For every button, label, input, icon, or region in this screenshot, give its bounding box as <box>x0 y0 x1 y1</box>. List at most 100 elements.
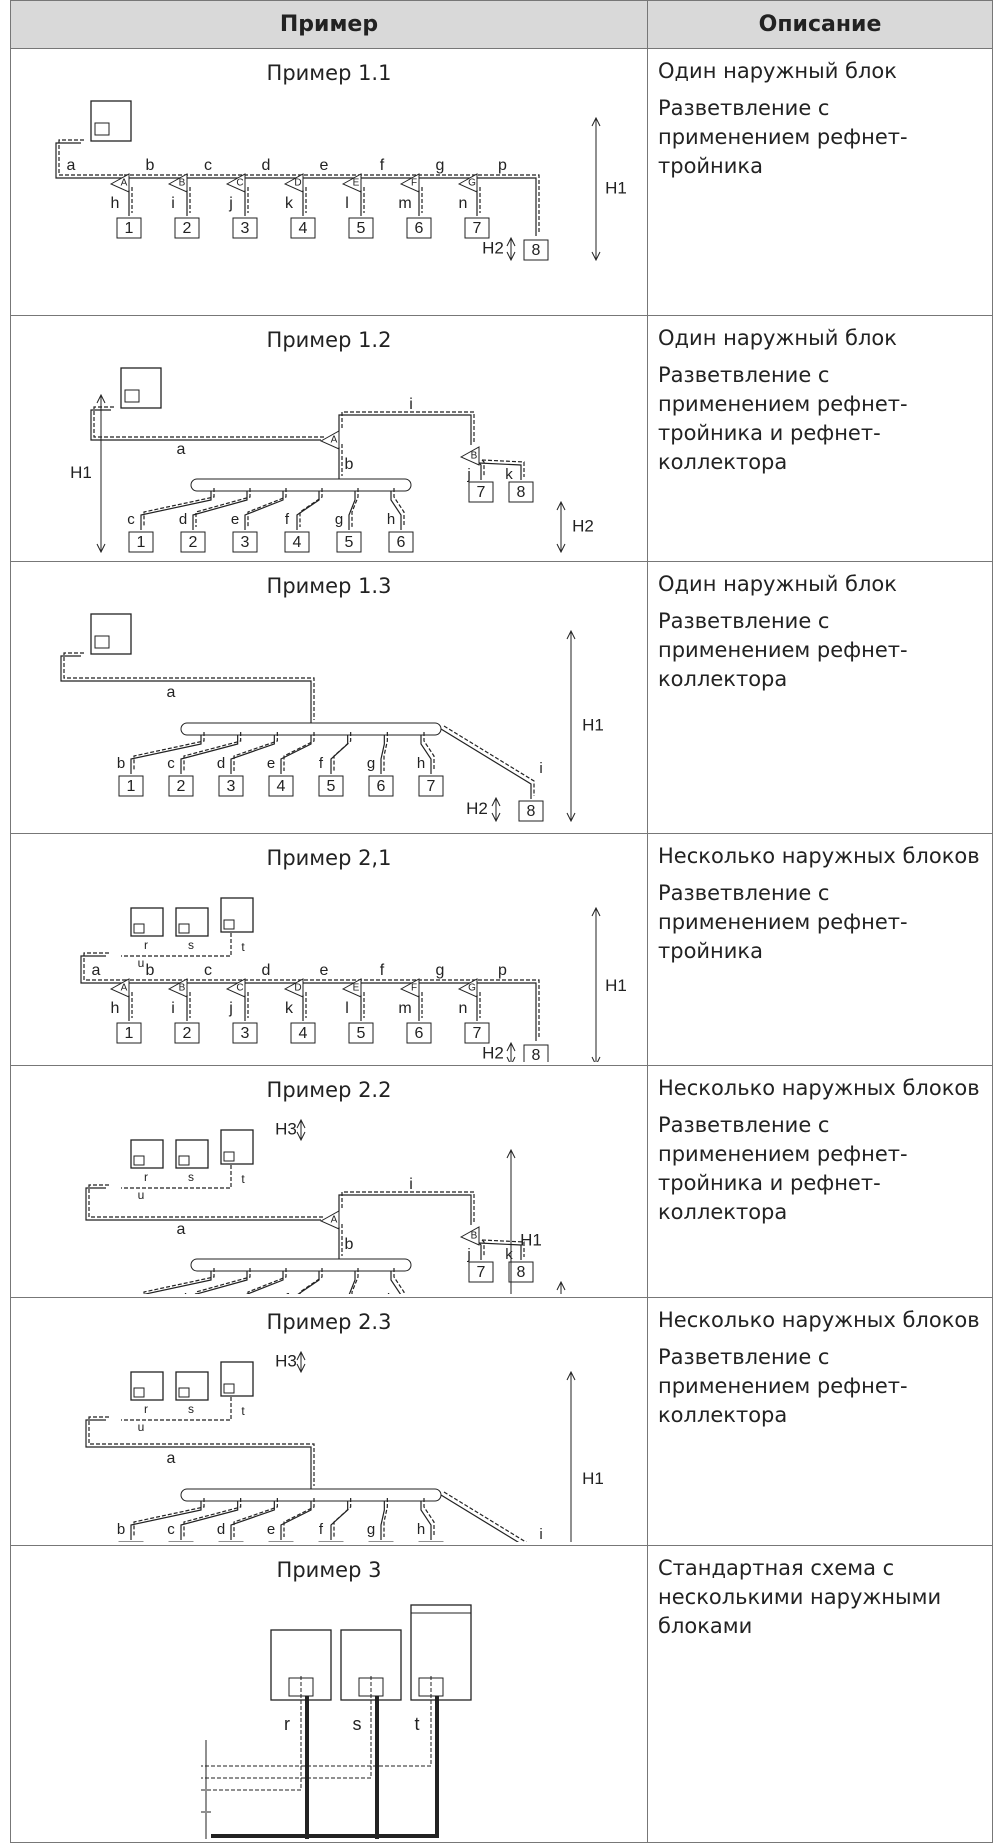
diagram-label: 6 <box>377 778 386 795</box>
diagram-label: i <box>409 1176 413 1193</box>
liquid-pipe <box>245 1271 284 1294</box>
example-title: Пример 1.3 <box>266 574 392 598</box>
header-cell: Пример <box>10 0 648 49</box>
example-diagram: c1 d2 e3 f4 g5 h6 a Ab i Bj7 k8 H1 H2 <box>70 367 594 554</box>
liquid-pipe <box>478 1242 482 1260</box>
dimension-arrow <box>556 500 566 554</box>
dimension-arrow <box>591 906 601 1062</box>
indoor-unit <box>118 775 144 797</box>
description-text: Разветвление с применением рефнет-тройни… <box>658 1113 908 1224</box>
liquid-pipe <box>90 409 321 441</box>
diagram-label: d <box>262 157 271 174</box>
diagram-label: a <box>177 1221 186 1238</box>
table-row: Пример 3rstuСтандартная схема с нескольк… <box>10 1545 993 1843</box>
diagram-label: f <box>380 962 385 979</box>
diagram-label: 1 <box>127 778 136 795</box>
gas-pipe <box>124 979 540 1038</box>
liquid-pipe <box>85 1187 321 1221</box>
example-title: Пример 2.2 <box>266 1078 392 1102</box>
gas-pipe <box>83 952 124 981</box>
diagram-label: A <box>331 1215 338 1226</box>
dimension-arrow <box>556 1280 566 1291</box>
example-title: Пример 3 <box>276 1558 382 1582</box>
diagram-label: k <box>285 1000 294 1017</box>
diagram-label: 3 <box>241 220 250 237</box>
indoor-unit <box>116 1022 142 1044</box>
liquid-pipe <box>244 491 284 530</box>
diagram-label: D <box>294 178 301 189</box>
diagram-label: i <box>539 1526 542 1542</box>
liquid-pipe <box>380 735 385 774</box>
liquid-pipe <box>338 414 472 445</box>
diagram-label: j <box>466 1246 470 1263</box>
diagram-label: 2 <box>189 534 198 551</box>
diagram-label: k <box>505 1246 513 1263</box>
diagram-label: c <box>167 1521 175 1538</box>
gas-pipe <box>283 732 315 771</box>
outlet <box>133 923 145 934</box>
diagram-label: m <box>398 195 411 212</box>
diagram-label: g <box>367 755 375 772</box>
diagram-label: H2 <box>466 799 488 818</box>
diagram-label: f <box>319 1521 324 1538</box>
diagram-label: c <box>167 755 175 772</box>
diagram-label: h <box>111 1000 120 1017</box>
liquid-pipe <box>420 1501 432 1540</box>
outlet <box>358 1677 384 1697</box>
diagram-label: 6 <box>397 534 406 551</box>
gas-pipe <box>383 1498 388 1537</box>
liquid-pipe <box>478 1242 522 1260</box>
indoor-unit <box>116 217 142 239</box>
diagram-label: i <box>539 760 542 777</box>
gas-pipe <box>481 1239 525 1257</box>
diagram-label: a <box>92 962 101 979</box>
refnet-joint <box>225 173 246 193</box>
gas-pipe <box>423 732 435 771</box>
gas-pipe <box>481 459 525 477</box>
diagram-label: 1 <box>125 1025 134 1042</box>
indoor-unit <box>348 217 374 239</box>
example-cell: Пример 2.3rstuH3b1c2d3e4f5g6h7ai8H1H2 <box>10 1297 648 1546</box>
dimension-arrow <box>566 629 576 823</box>
diagram-label: H1 <box>70 463 92 482</box>
diagram-label: b <box>345 1236 354 1253</box>
diagram-label: a <box>177 441 186 458</box>
indoor-unit <box>508 1261 534 1283</box>
diagram-label: G <box>468 178 476 189</box>
diagram-label: g <box>367 1521 375 1538</box>
description-cell: Несколько наружных блоков Разветвление с … <box>647 833 993 1066</box>
gas-pipe <box>88 1184 324 1218</box>
gas-pipe <box>341 1191 475 1222</box>
diagram-label: H3 <box>275 1119 297 1138</box>
diagram-label: c <box>127 1291 135 1294</box>
liquid-pipe <box>305 1696 309 1839</box>
refnet-joint <box>457 173 478 193</box>
diagram-label: e <box>267 1521 275 1538</box>
outlet <box>178 1155 190 1166</box>
liquid-pipe <box>390 1271 402 1294</box>
diagram-label: H1 <box>605 976 627 995</box>
refnet-joint <box>283 173 304 193</box>
diagram-label: s <box>353 1714 362 1734</box>
diagram-label: h <box>417 1521 425 1538</box>
gas-pipe <box>124 174 540 233</box>
diagram-label: 7 <box>427 778 436 795</box>
indoor-unit <box>290 1022 316 1044</box>
gas-pipe <box>93 406 324 438</box>
diagram-label: 8 <box>527 803 536 820</box>
gas-pipe <box>201 1676 372 1779</box>
gas-pipe <box>121 1397 232 1421</box>
liquid-pipe <box>121 982 537 1041</box>
refnet-joint <box>225 978 246 998</box>
diagram-label: a <box>167 684 176 701</box>
gas-pipe <box>195 488 251 527</box>
gas-pipe <box>393 1268 405 1294</box>
diagram-label: G <box>468 983 476 994</box>
diagram-label: A <box>331 435 338 446</box>
indoor-unit <box>518 800 544 822</box>
outdoor-unit <box>90 613 132 655</box>
description-text: Несколько наружных блоков <box>658 1308 980 1332</box>
